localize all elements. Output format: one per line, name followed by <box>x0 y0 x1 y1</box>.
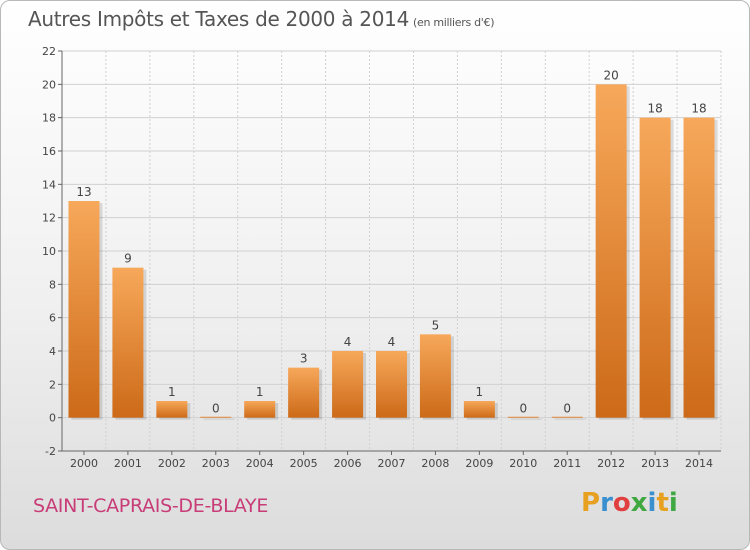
bar-value-label: 4 <box>344 335 352 349</box>
bar <box>288 367 320 418</box>
bar-value-label: 0 <box>519 402 527 416</box>
x-tick-label: 2007 <box>378 457 406 470</box>
x-tick-label: 2012 <box>597 457 625 470</box>
y-tick-label: 18 <box>42 112 56 125</box>
bar-value-label: 18 <box>691 102 706 116</box>
logo-letter: o <box>612 488 631 518</box>
chart-title: Autres Impôts et Taxes de 2000 à 2014 (en… <box>28 7 494 31</box>
bar <box>332 351 364 418</box>
y-tick-label: 0 <box>49 412 56 425</box>
bar-value-label: 5 <box>432 318 440 332</box>
proxiti-logo[interactable]: Proxiti <box>581 488 678 518</box>
unit-note: (en milliers d'€) <box>413 16 495 29</box>
x-tick-label: 2008 <box>421 457 449 470</box>
bar-value-label: 18 <box>647 102 662 116</box>
title-text: Autres Impôts et Taxes de 2000 à 2014 <box>28 7 409 31</box>
y-tick-label: 4 <box>49 345 56 358</box>
bar <box>639 117 671 418</box>
bar <box>463 401 495 418</box>
y-tick-label: 10 <box>42 245 56 258</box>
x-tick-label: 2000 <box>70 457 98 470</box>
bar-value-label: 4 <box>388 335 396 349</box>
bar <box>244 401 276 418</box>
bar <box>419 334 451 418</box>
logo-letter: r <box>600 488 613 518</box>
x-tick-label: 2006 <box>334 457 362 470</box>
logo-letter: t <box>656 488 669 518</box>
logo-letter: x <box>630 488 648 518</box>
bar-value-label: 1 <box>256 385 264 399</box>
x-tick-label: 2003 <box>202 457 230 470</box>
bar-value-label: 9 <box>124 252 132 266</box>
bar <box>376 351 407 418</box>
y-tick-label: 22 <box>42 45 56 58</box>
bar-value-label: 0 <box>212 402 220 416</box>
bar-value-label: 3 <box>300 352 308 366</box>
y-tick-label: 8 <box>49 278 56 291</box>
bar <box>507 416 539 418</box>
bar <box>112 267 144 418</box>
x-tick-label: 2010 <box>509 457 537 470</box>
y-tick-label: 2 <box>49 378 56 391</box>
bar-value-label: 20 <box>604 68 619 82</box>
x-tick-label: 2001 <box>114 457 142 470</box>
bar-shadow <box>510 418 542 420</box>
commune-name: SAINT-CAPRAIS-DE-BLAYE <box>33 495 269 517</box>
bar-value-label: 13 <box>76 185 91 199</box>
bar-value-label: 1 <box>168 385 176 399</box>
y-tick-label: 12 <box>42 212 56 225</box>
bar <box>200 416 232 418</box>
y-tick-label: -2 <box>45 445 56 458</box>
y-tick-label: 16 <box>42 145 56 158</box>
logo-letter: i <box>647 488 657 518</box>
bar-shadow <box>554 418 586 420</box>
logo-letter: P <box>581 488 601 518</box>
bar-value-label: 1 <box>476 385 484 399</box>
x-tick-label: 2004 <box>246 457 274 470</box>
logo-letter: i <box>668 488 678 518</box>
x-tick-label: 2002 <box>158 457 186 470</box>
bars <box>68 84 718 420</box>
x-tick-label: 2009 <box>465 457 493 470</box>
y-tick-label: 14 <box>42 178 56 191</box>
bar <box>595 84 627 418</box>
x-tick-label: 2005 <box>290 457 318 470</box>
y-tick-label: 6 <box>49 312 56 325</box>
bar <box>683 117 715 418</box>
bar <box>551 416 583 418</box>
x-tick-label: 2013 <box>641 457 669 470</box>
y-tick-label: 20 <box>42 78 56 91</box>
bar <box>156 401 188 418</box>
x-tick-label: 2014 <box>685 457 713 470</box>
x-tick-label: 2011 <box>553 457 581 470</box>
bar-value-label: 0 <box>563 402 571 416</box>
bar <box>68 201 100 418</box>
bar-shadow <box>203 418 235 420</box>
